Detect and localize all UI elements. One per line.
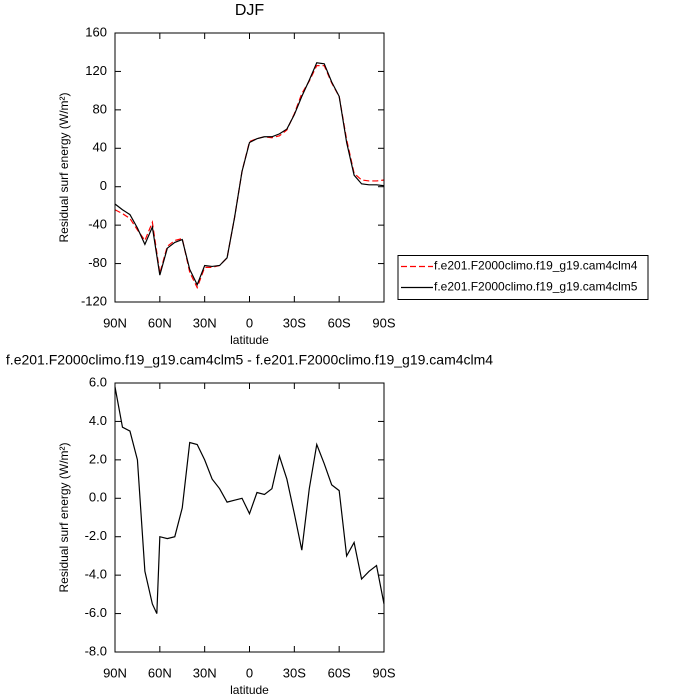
y-tick-label: 160: [85, 24, 107, 39]
x-tick-label: 0: [246, 315, 253, 330]
y-tick-label: 6.0: [89, 374, 107, 389]
x-tick-label: 30S: [283, 665, 306, 680]
data-line: [114, 62, 385, 287]
legend-label: f.e201.F2000climo.f19_g19.cam4clm4: [434, 259, 638, 273]
chart-title: DJF: [235, 2, 265, 19]
x-tick-label: 0: [246, 665, 253, 680]
data-line: [114, 65, 385, 290]
y-axis-label: Residual surf energy (W/m²): [57, 92, 71, 242]
x-tick-label: 60N: [148, 665, 172, 680]
x-tick-label: 90S: [372, 665, 395, 680]
x-tick-label: 90S: [372, 315, 395, 330]
x-axis-label: latitude: [230, 333, 269, 347]
plot-frame: [114, 32, 385, 303]
x-tick-label: 90N: [103, 665, 127, 680]
y-tick-label: -4.0: [85, 567, 107, 582]
chart-title: f.e201.F2000climo.f19_g19.cam4clm5 - f.e…: [6, 352, 493, 368]
y-tick-label: 40: [93, 140, 107, 155]
y-tick-label: -6.0: [85, 605, 107, 620]
y-tick-label: -2.0: [85, 528, 107, 543]
plot-frame: [114, 382, 385, 653]
y-tick-label: 4.0: [89, 413, 107, 428]
y-tick-label: 0.0: [89, 490, 107, 505]
x-tick-label: 60S: [328, 665, 351, 680]
y-tick-label: -80: [88, 255, 107, 270]
x-tick-label: 30S: [283, 315, 306, 330]
y-axis-label: Residual surf energy (W/m²): [57, 442, 71, 592]
y-tick-label: 120: [85, 63, 107, 78]
y-tick-label: 80: [93, 101, 107, 116]
legend-box: [397, 255, 649, 300]
x-axis-label: latitude: [230, 683, 269, 697]
data-line: [114, 386, 385, 614]
x-tick-label: 30N: [193, 315, 217, 330]
x-tick-label: 30N: [193, 665, 217, 680]
y-tick-label: -8.0: [85, 643, 107, 658]
x-tick-label: 60S: [328, 315, 351, 330]
legend-label: f.e201.F2000climo.f19_g19.cam4clm5: [434, 280, 638, 294]
y-tick-label: 0: [100, 178, 107, 193]
y-tick-label: 2.0: [89, 451, 107, 466]
y-tick-label: -40: [88, 217, 107, 232]
x-tick-label: 90N: [103, 315, 127, 330]
y-tick-label: -120: [81, 293, 107, 308]
x-tick-label: 60N: [148, 315, 172, 330]
